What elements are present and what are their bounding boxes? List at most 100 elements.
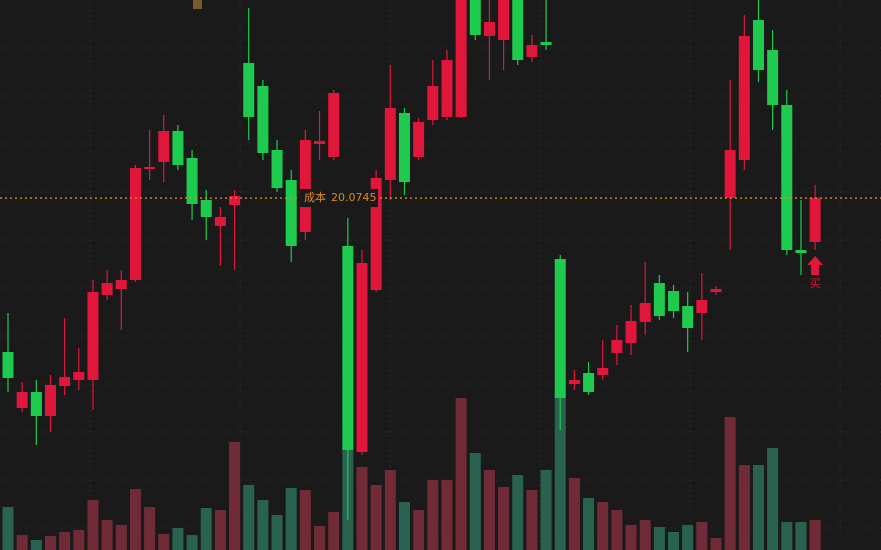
candle-body [214, 217, 226, 226]
candle-body [639, 303, 651, 322]
volume-bar [73, 530, 85, 550]
candle-body [738, 36, 750, 160]
candle-body [512, 0, 524, 60]
volume-bar [668, 532, 680, 550]
volume-bar [696, 522, 708, 550]
volume-bar [158, 534, 170, 550]
volume-bar [767, 448, 779, 550]
volume-bar [2, 507, 14, 550]
volume-bar [597, 502, 609, 550]
candle-body [158, 131, 170, 162]
volume-layer [2, 398, 821, 550]
cost-label-bg [300, 189, 378, 208]
candle-body [16, 392, 28, 408]
volume-bar [625, 525, 637, 550]
cost-value: 20.0745 [331, 191, 377, 204]
volume-bar [271, 515, 283, 550]
volume-bar [144, 507, 156, 550]
candle-body [752, 20, 764, 70]
candle-body [597, 368, 609, 375]
candle-body [554, 259, 566, 398]
volume-bar [370, 485, 382, 550]
candle-body [710, 289, 722, 292]
candle-body [583, 373, 595, 392]
buy-arrow [807, 256, 824, 275]
volume-bar [781, 522, 793, 550]
volume-bar [257, 500, 269, 550]
volume-bar [87, 500, 99, 550]
candle-body [186, 158, 198, 204]
candle-body [498, 0, 510, 40]
volume-bar [498, 487, 510, 550]
candle-body [682, 306, 694, 328]
volume-bar [413, 510, 425, 550]
candle-body [469, 0, 481, 35]
volume-bar [583, 498, 595, 550]
candle-body [526, 45, 538, 57]
volume-bar [16, 535, 28, 550]
volume-bar [795, 522, 807, 550]
candle-body [370, 178, 382, 290]
volume-bar [384, 470, 396, 550]
candle-body [795, 250, 807, 253]
volume-bar [710, 538, 722, 550]
candle-body [427, 86, 439, 120]
volume-bar [44, 536, 56, 550]
candle-body [314, 141, 326, 144]
cost-label: 成本 [304, 190, 326, 204]
volume-bar [568, 478, 580, 550]
candle-body [243, 63, 255, 117]
volume-bar [115, 525, 127, 550]
volume-bar [455, 398, 467, 550]
volume-bar [738, 465, 750, 550]
candle-body [328, 93, 340, 157]
buy-label: 买 [810, 277, 821, 290]
volume-bar [526, 490, 538, 550]
volume-bar [328, 512, 340, 550]
volume-bar [229, 442, 241, 550]
candle-body [384, 108, 396, 180]
candle-body [271, 150, 283, 188]
candle-body [73, 372, 85, 380]
volume-bar [611, 510, 623, 550]
candle-body [342, 246, 354, 450]
candle-body [30, 392, 42, 416]
volume-bar [200, 508, 212, 550]
volume-bar [101, 520, 113, 550]
candle-body [668, 291, 680, 311]
candle-body [809, 198, 821, 242]
volume-bar [540, 470, 552, 550]
volume-bar [186, 535, 198, 550]
candle-body [87, 292, 99, 380]
volume-bar [441, 480, 453, 550]
candle-body [115, 280, 127, 289]
candle-body [356, 263, 368, 452]
candle-body [568, 380, 580, 384]
volume-bar [129, 489, 141, 550]
candle-body [483, 22, 495, 36]
candle-body [101, 283, 113, 295]
candle-body [44, 385, 56, 416]
candle-body [129, 168, 141, 280]
volume-bar [214, 510, 226, 550]
candle-body [200, 200, 212, 217]
volume-bar [512, 475, 524, 550]
candle-body [257, 86, 269, 153]
candle-body [144, 167, 156, 169]
volume-bar [724, 417, 736, 550]
candle-body [611, 340, 623, 353]
volume-bar [427, 480, 439, 550]
volume-bar [653, 527, 665, 550]
candle-body [767, 50, 779, 105]
volume-bar [469, 453, 481, 550]
candle-body [229, 196, 241, 205]
volume-bar [30, 540, 42, 550]
candle-body [696, 300, 708, 313]
volume-bar [639, 520, 651, 550]
candle-body [2, 352, 14, 378]
candle-body [625, 321, 637, 343]
candle-body [540, 42, 552, 45]
candle-body [299, 140, 311, 232]
